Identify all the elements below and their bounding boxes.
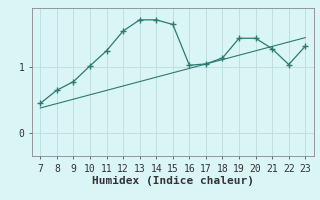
X-axis label: Humidex (Indice chaleur): Humidex (Indice chaleur) bbox=[92, 176, 254, 186]
